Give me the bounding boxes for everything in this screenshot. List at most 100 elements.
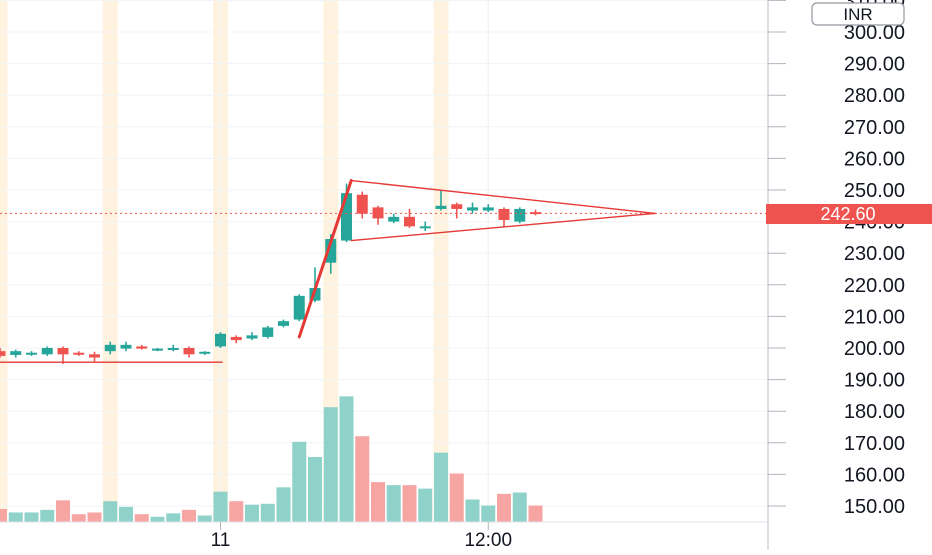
candle[interactable]	[451, 202, 463, 219]
candle[interactable]	[215, 332, 226, 348]
candle[interactable]	[498, 207, 510, 227]
candle-body[interactable]	[388, 216, 400, 222]
candle-body[interactable]	[325, 238, 337, 263]
candle-body[interactable]	[435, 205, 447, 209]
candle[interactable]	[183, 346, 195, 358]
volume-bar	[119, 506, 133, 522]
volume-bar	[40, 509, 55, 522]
currency-badge[interactable]: INR	[811, 2, 905, 26]
candle[interactable]	[152, 348, 163, 352]
candle-body[interactable]	[467, 207, 478, 211]
candle[interactable]	[10, 349, 22, 358]
candle[interactable]	[293, 294, 305, 322]
candle-body[interactable]	[26, 352, 37, 355]
candle[interactable]	[372, 205, 384, 225]
candle[interactable]	[230, 335, 242, 344]
candle-body[interactable]	[0, 351, 6, 356]
volume-bar	[434, 452, 448, 522]
candle[interactable]	[0, 348, 6, 358]
volume-bar	[71, 514, 86, 522]
price-tick-label: 150.00	[844, 496, 905, 518]
candle[interactable]	[404, 208, 415, 228]
candle[interactable]	[136, 344, 148, 350]
candle[interactable]	[388, 213, 400, 224]
candle[interactable]	[120, 341, 132, 352]
candle[interactable]	[262, 325, 274, 339]
candle-body[interactable]	[215, 333, 226, 347]
price-tick-label: 190.00	[844, 370, 905, 392]
candle-body[interactable]	[89, 354, 100, 358]
last-price-marker: 242.60	[766, 204, 932, 224]
candle[interactable]	[514, 207, 526, 224]
session-highlight-band	[102, 0, 118, 522]
candle-body[interactable]	[136, 346, 148, 349]
candle-body[interactable]	[152, 348, 163, 351]
candle[interactable]	[41, 346, 53, 356]
volume-bar	[0, 509, 7, 522]
candle-body[interactable]	[104, 344, 116, 352]
candle-body[interactable]	[514, 208, 526, 222]
candle-body[interactable]	[293, 295, 305, 320]
candle[interactable]	[278, 319, 289, 328]
candle[interactable]	[57, 346, 69, 364]
candle-body[interactable]	[356, 194, 368, 214]
candle[interactable]	[482, 204, 494, 213]
candle[interactable]	[89, 351, 100, 362]
candle-body[interactable]	[120, 344, 132, 349]
candle[interactable]	[26, 351, 37, 356]
volume-bar	[465, 499, 480, 522]
candle-body[interactable]	[372, 207, 384, 219]
candle-body[interactable]	[419, 226, 431, 229]
candle-body[interactable]	[451, 204, 463, 209]
volume-bar	[182, 509, 196, 522]
candle[interactable]	[167, 344, 179, 352]
volume-bar	[103, 501, 118, 522]
candle[interactable]	[356, 191, 368, 219]
pennant-upper-line[interactable]	[350, 179, 656, 215]
candle-body[interactable]	[199, 351, 211, 354]
volume-bar	[166, 513, 181, 522]
volume-bars	[0, 396, 543, 522]
price-tick-label: 300.00	[844, 22, 905, 44]
axes: 150.00 160.00 170.00 180.00 190.00 200.00 210.…	[0, 0, 905, 551]
candle-body[interactable]	[230, 336, 242, 341]
candle[interactable]	[104, 341, 116, 355]
price-tick-label: 220.00	[844, 275, 905, 297]
price-tick-label: 280.00	[844, 85, 905, 107]
price-tick-label: 210.00	[844, 306, 905, 328]
candle-body[interactable]	[482, 207, 494, 211]
volume-bar	[229, 501, 244, 522]
candle-body[interactable]	[246, 335, 258, 339]
candle[interactable]	[73, 351, 85, 356]
candle-body[interactable]	[167, 348, 179, 350]
candle[interactable]	[467, 202, 478, 214]
candle-body[interactable]	[41, 348, 53, 355]
volume-bar	[323, 407, 338, 522]
flagpole-line[interactable]	[297, 179, 353, 339]
candle[interactable]	[419, 221, 431, 232]
volume-bar	[24, 512, 39, 522]
candle-body[interactable]	[498, 208, 510, 221]
time-tick-label: 11	[211, 530, 231, 550]
pennant-lower-line[interactable]	[350, 212, 656, 242]
volume-bar	[355, 436, 370, 522]
candle-body[interactable]	[73, 352, 85, 355]
candle-body[interactable]	[341, 193, 352, 241]
volume-bar	[197, 515, 212, 522]
candle[interactable]	[435, 190, 447, 211]
candle-body[interactable]	[57, 348, 69, 355]
pattern-drawings[interactable]	[0, 179, 656, 363]
candle-body[interactable]	[404, 216, 415, 227]
candle-body[interactable]	[183, 348, 195, 355]
price-tick-label: 260.00	[844, 148, 905, 170]
candle-body[interactable]	[278, 321, 289, 326]
volume-bar	[512, 492, 527, 522]
candle[interactable]	[199, 351, 211, 355]
candle-body[interactable]	[262, 327, 274, 337]
volume-bar	[386, 485, 401, 522]
candle-body[interactable]	[10, 351, 22, 355]
candle[interactable]	[246, 332, 258, 341]
